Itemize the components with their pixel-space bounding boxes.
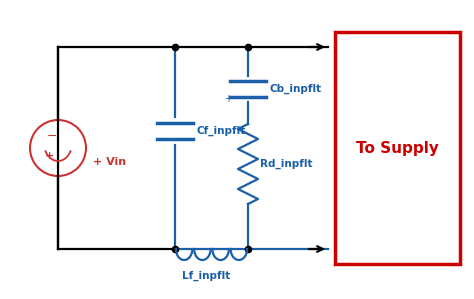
Text: +: +: [46, 151, 55, 161]
Text: To Supply: To Supply: [356, 141, 439, 155]
Text: Cb_inpflt: Cb_inpflt: [270, 84, 322, 94]
Text: Lf_inpflt: Lf_inpflt: [182, 271, 231, 281]
Text: −: −: [47, 129, 57, 143]
Text: + Vin: + Vin: [93, 157, 126, 167]
Text: Cf_inpflt: Cf_inpflt: [197, 126, 246, 136]
Text: Rd_inpflt: Rd_inpflt: [260, 159, 312, 169]
Text: +: +: [224, 94, 232, 104]
Bar: [335, 32, 460, 264]
